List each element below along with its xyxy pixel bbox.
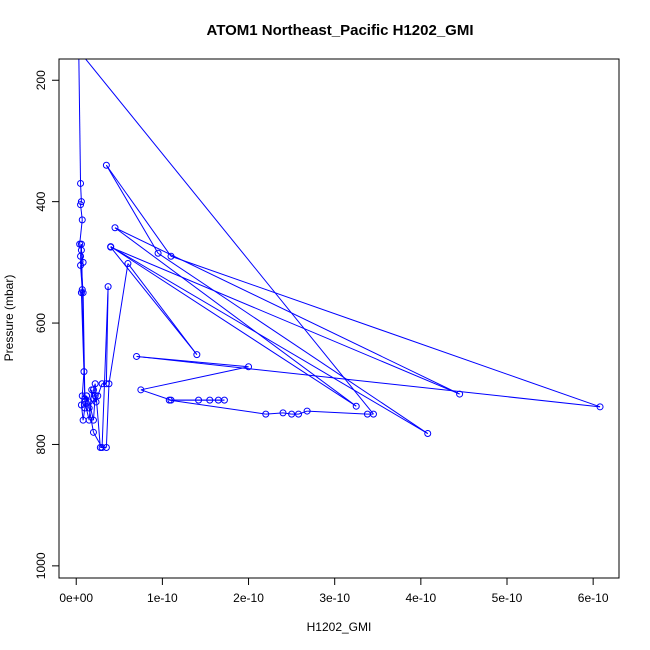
series-segment <box>108 263 129 384</box>
data-point <box>369 410 377 418</box>
data-point <box>80 368 88 376</box>
data-point <box>596 403 604 411</box>
data-point <box>165 396 173 404</box>
data-point <box>245 363 253 371</box>
series-segment <box>110 246 198 355</box>
series-segment <box>78 59 82 184</box>
series-segment <box>140 366 249 391</box>
data-point <box>104 283 112 291</box>
data-point <box>279 409 287 417</box>
data-point <box>288 410 296 418</box>
x-tick-label: 2e-10 <box>233 591 264 605</box>
x-tick-label: 0e+00 <box>59 591 93 605</box>
series-segment <box>105 164 172 257</box>
x-axis: 0e+00 1e-10 2e-10 3e-10 4e-10 5e-10 6e-10 <box>59 578 609 605</box>
y-tick-label: 1000 <box>34 552 48 579</box>
data-point <box>105 380 113 388</box>
data-point <box>111 224 119 232</box>
series-segment <box>81 371 85 396</box>
series-segment <box>94 383 101 448</box>
data-point <box>206 396 214 404</box>
data-point <box>89 416 97 424</box>
plot-frame <box>58 58 620 579</box>
data-point <box>456 390 464 398</box>
series-segment <box>84 59 374 415</box>
data-point <box>77 261 85 269</box>
data-point <box>303 407 311 415</box>
data-point <box>85 416 93 424</box>
data-point <box>167 252 175 260</box>
series-segment <box>170 255 601 408</box>
series-segment <box>101 286 109 448</box>
series-segment <box>114 227 357 407</box>
series-segment <box>136 355 601 408</box>
y-axis-label: Pressure (mbar) <box>2 275 16 362</box>
series-segment <box>169 399 266 415</box>
data-point <box>102 443 110 451</box>
y-tick-label: 200 <box>34 70 48 90</box>
y-tick-label: 600 <box>34 313 48 333</box>
data-point <box>98 380 106 388</box>
data-point <box>89 428 97 436</box>
series-lines <box>78 59 601 448</box>
series-segment <box>110 246 428 434</box>
y-tick-label: 400 <box>34 191 48 211</box>
data-point <box>78 286 86 294</box>
data-point <box>77 201 85 209</box>
series-segment <box>282 412 292 415</box>
series-segment <box>114 227 460 395</box>
series-segment <box>97 383 103 397</box>
series-segment <box>140 389 172 401</box>
data-point <box>102 380 110 388</box>
data-point <box>154 249 162 257</box>
data-point <box>137 386 145 394</box>
series-segment <box>110 246 357 407</box>
x-tick-label: 5e-10 <box>492 591 523 605</box>
series-segment <box>105 383 110 448</box>
data-point <box>85 404 93 412</box>
x-tick-label: 4e-10 <box>405 591 436 605</box>
data-point <box>77 240 85 248</box>
x-tick-label: 6e-10 <box>578 591 609 605</box>
series-segment <box>82 407 86 421</box>
data-point <box>133 352 141 360</box>
data-point <box>124 260 132 268</box>
data-point <box>77 252 85 260</box>
x-tick-label: 1e-10 <box>147 591 178 605</box>
series-segment <box>136 355 249 368</box>
data-point <box>79 289 87 297</box>
data-point <box>92 398 100 406</box>
data-point <box>81 398 89 406</box>
series-segment <box>157 252 429 434</box>
chart-title: ATOM1 Northeast_Pacific H1202_GMI <box>206 22 473 39</box>
x-tick-label: 3e-10 <box>319 591 350 605</box>
data-point <box>295 410 303 418</box>
data-point <box>424 430 432 438</box>
series-segment <box>79 219 83 245</box>
series-points <box>76 161 604 451</box>
series-segment <box>105 164 159 254</box>
data-point <box>81 395 89 403</box>
y-axis: 200 400 600 800 1000 <box>34 70 59 579</box>
series-segment <box>110 246 460 395</box>
data-point <box>89 386 97 394</box>
data-point <box>77 198 85 206</box>
data-point <box>78 216 86 224</box>
series-segment <box>127 263 198 355</box>
x-axis-label: H1202_GMI <box>307 620 372 634</box>
data-point <box>91 380 99 388</box>
data-point <box>102 161 110 169</box>
y-tick-label: 800 <box>34 434 48 454</box>
data-point <box>262 410 270 418</box>
series-segment <box>307 410 368 415</box>
series-segment <box>80 244 86 402</box>
data-point <box>220 396 228 404</box>
data-point <box>193 351 201 359</box>
data-point <box>352 402 360 410</box>
data-point <box>107 243 115 251</box>
data-point <box>77 179 85 187</box>
series-segment <box>298 410 308 415</box>
data-point <box>195 396 203 404</box>
